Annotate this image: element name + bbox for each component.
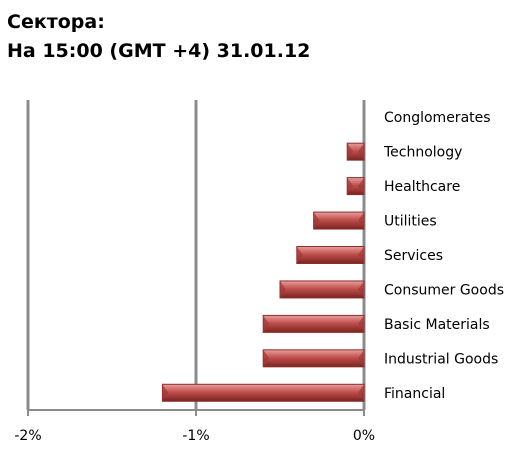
bar-5 <box>279 280 365 299</box>
bar-bevel-right-3 <box>358 212 364 230</box>
bar-bevel-left-1 <box>347 143 354 161</box>
bar-bevel-right-6 <box>358 315 364 333</box>
bar-bevel-left-3 <box>313 212 320 230</box>
bar-4 <box>296 246 365 264</box>
title-line-2: На 15:00 (GMT +4) 31.01.12 <box>7 40 311 62</box>
x-tick-label-1: -1% <box>182 428 209 444</box>
bar-bevel-left-4 <box>296 246 303 264</box>
category-label-4: Services <box>384 248 443 264</box>
category-label-1: Technology <box>383 145 462 161</box>
bar-body-3 <box>313 211 365 230</box>
bar-bevel-right-4 <box>358 246 364 264</box>
bar-bevel-right-1 <box>358 143 364 161</box>
bar-3 <box>313 211 365 230</box>
bar-bevel-left-6 <box>263 315 270 333</box>
bar-body-6 <box>262 314 365 333</box>
bar-bevel-right-8 <box>358 384 364 402</box>
bar-body-8 <box>161 383 365 402</box>
title-line-1: Сектора: <box>7 11 105 33</box>
bar-bevel-right-5 <box>358 280 364 298</box>
bar-7 <box>262 349 365 368</box>
bar-bevel-left-7 <box>263 349 270 367</box>
category-label-5: Consumer Goods <box>384 282 504 298</box>
category-label-7: Industrial Goods <box>384 351 498 367</box>
bar-body-7 <box>262 349 365 368</box>
bar-body-4 <box>296 246 365 264</box>
bar-2 <box>346 177 365 196</box>
bar-body-5 <box>279 280 365 299</box>
bar-bevel-right-7 <box>358 349 364 367</box>
bar-bevel-right-2 <box>358 177 364 195</box>
bar-6 <box>262 314 365 333</box>
bar-bevel-left-5 <box>280 280 286 298</box>
category-label-2: Healthcare <box>384 179 460 195</box>
category-label-0: Conglomerates <box>384 110 491 126</box>
category-label-8: Financial <box>384 386 445 402</box>
bar-1 <box>346 142 365 161</box>
x-tick-label-2: 0% <box>353 428 375 444</box>
x-tick-label-0: -2% <box>14 428 41 444</box>
bar-bevel-left-2 <box>347 177 354 195</box>
bar-bevel-left-8 <box>162 384 169 402</box>
category-label-6: Basic Materials <box>384 317 490 333</box>
chart-title: Сектора: На 15:00 (GMT +4) 31.01.12 <box>7 8 310 66</box>
category-label-3: Utilities <box>384 214 437 230</box>
bar-8 <box>161 383 365 402</box>
